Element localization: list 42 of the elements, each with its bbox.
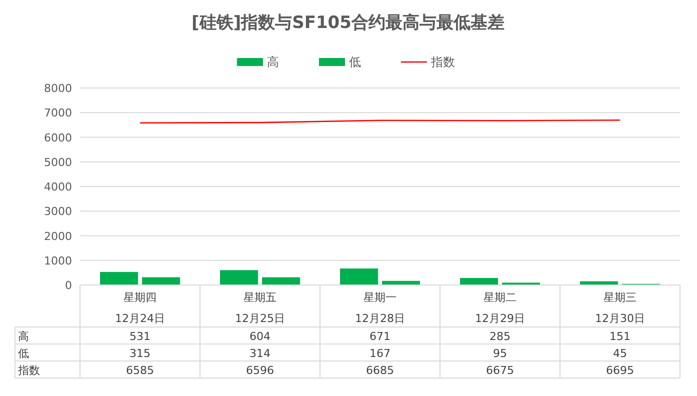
text: 低 — [18, 347, 29, 360]
data-label: 531 — [130, 330, 150, 343]
bar — [340, 268, 378, 285]
data-label: 671 — [370, 330, 390, 343]
x-tick-label: 星期四 12月24日 — [115, 291, 165, 325]
bar — [100, 272, 138, 285]
y-tick-label: 7000 — [44, 106, 72, 120]
data-label: 45 — [613, 347, 627, 360]
x-tick-label: 星期一 12月28日 — [355, 291, 405, 325]
bar — [220, 270, 258, 285]
chart-title: [硅铁]指数与SF105合约最高与最低基差 — [192, 13, 504, 33]
y-tick-label: 3000 — [44, 205, 72, 218]
data-label: 6585 — [126, 364, 154, 377]
text: 高 — [18, 330, 29, 343]
y-tick-label: 1000 — [44, 254, 72, 268]
y-tick-label: 4000 — [44, 180, 72, 194]
x-tick-label: 星期二 12月29日 — [475, 291, 525, 325]
y-tick-label: 0 — [65, 279, 72, 292]
legend-label: 高 — [267, 55, 279, 69]
data-label: 6685 — [366, 364, 394, 377]
y-tick-label: 6000 — [44, 131, 72, 144]
data-label: 314 — [250, 347, 270, 360]
data-label: 6596 — [246, 364, 274, 377]
data-label: 95 — [493, 347, 507, 360]
text: 指数 — [18, 364, 40, 377]
legend-label: 低 — [349, 55, 361, 69]
bar — [262, 277, 300, 285]
y-tick-label: 2000 — [44, 230, 72, 243]
data-label: 6695 — [606, 364, 634, 377]
y-tick-label: 8000 — [44, 82, 72, 95]
data-label: 315 — [130, 347, 150, 360]
data-label: 167 — [370, 347, 390, 360]
y-tick-label: 5000 — [44, 156, 72, 169]
data-label: 151 — [610, 330, 630, 343]
data-label: 285 — [490, 330, 510, 343]
bar — [142, 277, 180, 285]
bar — [460, 278, 498, 285]
x-tick-label: 星期五 12月25日 — [235, 291, 285, 325]
x-tick-label: 星期三 12月30日 — [595, 291, 645, 325]
legend-label: 指数 — [430, 55, 455, 69]
data-label: 604 — [250, 330, 270, 343]
data-label: 6675 — [486, 364, 514, 377]
